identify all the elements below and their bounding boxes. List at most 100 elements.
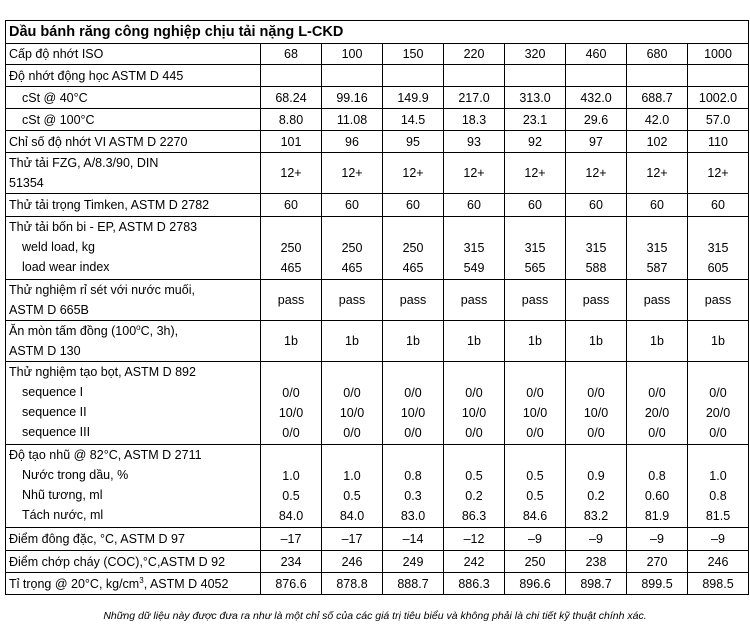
value-cell: 888.7 xyxy=(382,572,444,595)
value-cell: –17 xyxy=(321,527,383,551)
value: 12+ xyxy=(646,166,668,180)
value: 242 xyxy=(463,554,485,569)
value-cell: 270 xyxy=(626,550,688,573)
label-line: sequence I xyxy=(22,385,84,399)
value-cell: 60 xyxy=(321,193,383,217)
value xyxy=(447,446,501,466)
superscript: 3 xyxy=(139,575,144,585)
value-cell: 898.5 xyxy=(687,572,749,595)
value-cell: 68 xyxy=(260,43,322,65)
value-cell: 95 xyxy=(382,130,444,153)
row-label: Chỉ số độ nhớt VI ASTM D 2270 xyxy=(5,130,261,153)
value-cell: 1b xyxy=(687,320,749,362)
value: pass xyxy=(704,293,732,307)
value-cell: 60 xyxy=(443,193,505,217)
value: 0/0 xyxy=(709,386,727,400)
footnote: Những dữ liệu này được đưa ra như là một… xyxy=(103,610,647,622)
value-cell: 12+ xyxy=(504,152,566,194)
value xyxy=(386,446,440,466)
value: 60 xyxy=(528,198,542,212)
value: 150 xyxy=(402,47,424,61)
value-cell: 0.5 0.2 86.3 xyxy=(443,444,505,528)
row-label: Thử nghiệm rỉ sét với nước muối, ASTM D 6… xyxy=(5,279,261,321)
value-cell: 150 xyxy=(382,43,444,65)
value-cell: 8.80 xyxy=(260,108,322,131)
value: –9 xyxy=(528,532,542,546)
value: 1b xyxy=(467,334,481,348)
value xyxy=(508,446,562,466)
value: 878.8 xyxy=(336,576,368,591)
value-cell: 12+ xyxy=(565,152,627,194)
value-cell: 0/0 10/0 0/0 xyxy=(382,361,444,445)
row-label: Thử tải trọng Timken, ASTM D 2782 xyxy=(5,193,261,217)
value: 84.0 xyxy=(278,509,304,523)
value: 83.2 xyxy=(583,509,609,523)
value: 1.0 xyxy=(343,469,361,483)
value: 0.3 xyxy=(404,489,422,503)
value: 1.0 xyxy=(709,469,727,483)
value-cell: 0/0 10/0 0/0 xyxy=(565,361,627,445)
value: 10/0 xyxy=(522,406,548,420)
value: 1b xyxy=(345,334,359,348)
value: 234 xyxy=(280,554,302,569)
value-cell xyxy=(626,64,688,87)
label-line: Tách nước, ml xyxy=(22,508,104,522)
value: 20/0 xyxy=(705,406,731,420)
value-cell: 0.8 0.60 81.9 xyxy=(626,444,688,528)
value-cell: –9 xyxy=(504,527,566,551)
value: 68 xyxy=(284,47,298,61)
value: 68.24 xyxy=(275,90,307,105)
value-cell: 1b xyxy=(260,320,322,362)
row-foam: Thử nghiệm tạo bọt, ASTM D 892 sequence I… xyxy=(5,361,749,445)
value-cell: 29.6 xyxy=(565,108,627,131)
row-emulsion: Độ tạo nhũ @ 82°C, ASTM D 2711 Nước trong… xyxy=(5,444,749,528)
value-cell: 1b xyxy=(626,320,688,362)
value-cell: 896.6 xyxy=(504,572,566,595)
value: 60 xyxy=(711,198,725,212)
label-line: Thử tải trọng Timken, ASTM D 2782 xyxy=(9,198,210,212)
value-cell: pass xyxy=(687,279,749,321)
spec-table: Dầu bánh răng công nghiệp chịu tải nặng … xyxy=(5,20,749,595)
value: 8.80 xyxy=(278,112,304,127)
value-cell: 1b xyxy=(382,320,444,362)
value: 217.0 xyxy=(458,90,490,105)
label-line: ASTM D 665B xyxy=(9,303,89,317)
value: –12 xyxy=(463,532,485,546)
value: 12+ xyxy=(280,166,302,180)
value: 876.6 xyxy=(275,576,307,591)
value-cell: 886.3 xyxy=(443,572,505,595)
value xyxy=(508,363,562,383)
value: 14.5 xyxy=(400,112,426,127)
value: 465 xyxy=(402,261,424,275)
value-cell: 0/0 20/0 0/0 xyxy=(626,361,688,445)
label-line: Thử tải FZG, A/8.3/90, DIN xyxy=(9,156,159,170)
value: 99.16 xyxy=(336,90,368,105)
value: 149.9 xyxy=(397,90,429,105)
value-cell: 238 xyxy=(565,550,627,573)
value-cell: 12+ xyxy=(321,152,383,194)
value: pass xyxy=(643,293,671,307)
row-timken: Thử tải trọng Timken, ASTM D 2782 60 60 60 6… xyxy=(5,193,749,217)
value: 315 xyxy=(524,241,546,255)
value: 81.9 xyxy=(644,509,670,523)
value xyxy=(630,363,684,383)
value: 83.0 xyxy=(400,509,426,523)
value xyxy=(508,218,562,238)
label-line: Ăn mòn tấm đồng (100oC, 3h), xyxy=(9,322,179,338)
value: 465 xyxy=(280,261,302,275)
value: 313.0 xyxy=(519,90,551,105)
value-cell: –17 xyxy=(260,527,322,551)
value-cell: 60 xyxy=(687,193,749,217)
value: 0.5 xyxy=(526,469,544,483)
value: 315 xyxy=(707,241,729,255)
value-cell: pass xyxy=(321,279,383,321)
value-cell: 246 xyxy=(687,550,749,573)
value-cell: 60 xyxy=(260,193,322,217)
value: 97 xyxy=(589,134,603,149)
value-cell xyxy=(687,64,749,87)
value: 10/0 xyxy=(278,406,304,420)
value: 12+ xyxy=(463,166,485,180)
label-line: cSt @ 100°C xyxy=(22,112,95,127)
value: 249 xyxy=(402,554,424,569)
value: 896.6 xyxy=(519,576,551,591)
